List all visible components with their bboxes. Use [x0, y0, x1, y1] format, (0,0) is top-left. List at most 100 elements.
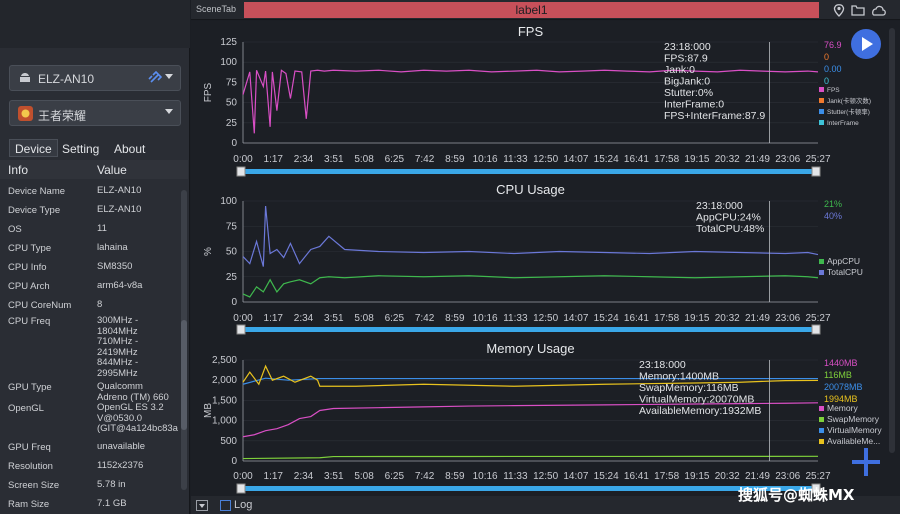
- y-tick-label: 1,000: [212, 416, 237, 427]
- tooltip-line: 23:18:000: [664, 41, 711, 53]
- x-tick-label: 16:41: [624, 471, 649, 482]
- collapse-button[interactable]: [196, 500, 208, 511]
- location-pin-icon[interactable]: [833, 4, 845, 17]
- info-key: Device Type: [8, 205, 61, 216]
- x-tick-label: 16:41: [624, 313, 649, 324]
- add-icon[interactable]: [852, 448, 880, 476]
- info-value-line: unavailable: [97, 441, 146, 452]
- device-dropdown-label: ELZ-AN10: [38, 72, 95, 86]
- chart-area: FPS 0 25 50 75 100 125 FPS 0:00 1:17 2:34 3:51 5:08 6…: [191, 21, 900, 496]
- x-tick-label: 5:08: [354, 471, 374, 482]
- x-tick-label: 11:33: [503, 471, 528, 482]
- x-tick-label: 1:17: [264, 471, 284, 482]
- info-value-line: Adreno (TM) 660: [97, 391, 169, 403]
- x-tick-label: 19:15: [684, 313, 709, 324]
- info-value: lahaina: [97, 242, 177, 254]
- scene-tab[interactable]: SceneTab: [196, 4, 237, 14]
- info-key: OS: [8, 224, 22, 235]
- x-tick-label: 23:06: [775, 154, 800, 165]
- legend-swatch: [819, 87, 824, 92]
- game-app-icon: [18, 106, 33, 121]
- info-value: arm64-v8a: [97, 280, 177, 292]
- x-tick-label: 3:51: [324, 313, 344, 324]
- series-line-virtualmemory: [242, 377, 818, 385]
- info-value-line: 11: [97, 223, 107, 234]
- series-line-appcpu: [242, 275, 819, 298]
- info-key: CPU Type: [8, 243, 52, 254]
- play-button[interactable]: [851, 29, 881, 59]
- legend-label: TotalCPU: [827, 267, 863, 277]
- info-value-line: 2995MHz: [97, 367, 138, 379]
- y-axis-label: FPS: [203, 82, 214, 102]
- app-dropdown[interactable]: 王者荣耀: [9, 100, 181, 126]
- y-tick-label: 25: [226, 118, 238, 129]
- info-value: 1152x2376: [97, 460, 177, 472]
- legend-label: Stutter(卡顿率): [827, 107, 870, 116]
- chart-title: FPS: [518, 24, 544, 39]
- series-line-fps: [242, 69, 819, 134]
- x-tick-label: 12:50: [533, 154, 558, 165]
- x-tick-label: 8:59: [445, 313, 465, 324]
- link-icon[interactable]: [148, 71, 162, 85]
- info-value-line: ELZ-AN10: [97, 204, 142, 215]
- info-value: 300MHz -1804MHz 710MHz -2419MHz 844MHz -29…: [97, 315, 177, 379]
- legend-label: AvailableMe...: [827, 436, 880, 446]
- sidebar-scrollbar-thumb[interactable]: [181, 320, 187, 430]
- main-scrollbar[interactable]: [889, 28, 895, 453]
- watermark: 搜狐号@蜘蛛MX: [738, 486, 855, 504]
- y-tick-label: 2,000: [212, 375, 237, 386]
- tab-setting[interactable]: Setting: [62, 142, 100, 156]
- legend-swatch: [819, 270, 824, 275]
- x-tick-label: 16:41: [624, 154, 649, 165]
- right-value: 1994MB: [824, 394, 858, 404]
- chevron-down-icon: [165, 109, 173, 114]
- x-tick-label: 11:33: [503, 154, 528, 165]
- x-tick-label: 25:27: [805, 154, 830, 165]
- info-key: Ram Size: [8, 499, 50, 510]
- info-value: 11: [97, 223, 177, 235]
- range-slider-track: [243, 486, 818, 491]
- column-header-info: Info: [8, 163, 29, 177]
- log-checkbox[interactable]: [220, 500, 231, 511]
- info-value-line: OpenGL ES 3.2: [97, 402, 164, 413]
- device-dropdown[interactable]: ELZ-AN10: [9, 65, 181, 91]
- y-tick-label: 0: [231, 456, 237, 467]
- range-slider-handle: [811, 324, 821, 335]
- right-value: 76.9: [824, 40, 842, 50]
- series-line-memory: [242, 402, 819, 438]
- info-value: SM8350: [97, 261, 177, 273]
- x-tick-label: 5:08: [354, 154, 374, 165]
- y-axis-label: MB: [203, 403, 214, 418]
- x-tick-label: 10:16: [473, 471, 498, 482]
- legend-label: FPS: [827, 87, 840, 94]
- tab-about[interactable]: About: [114, 142, 146, 156]
- folder-icon[interactable]: [851, 4, 865, 16]
- range-slider-handle: [236, 166, 246, 177]
- x-tick-label: 15:24: [594, 154, 619, 165]
- range-slider-track: [243, 169, 818, 174]
- x-tick-label: 20:32: [715, 313, 740, 324]
- tab-device[interactable]: Device: [9, 139, 58, 157]
- range-slider-track: [243, 327, 818, 332]
- x-tick-label: 21:49: [745, 471, 770, 482]
- info-key: Resolution: [8, 461, 53, 472]
- chart-1: CPU Usage 0 25 50 75 100% 0:00 1:17 2:34 3:51 5:08…: [203, 182, 863, 335]
- legend-swatch: [819, 259, 824, 264]
- x-tick-label: 15:24: [594, 471, 619, 482]
- legend-swatch: [819, 439, 824, 444]
- x-tick-label: 21:49: [745, 154, 770, 165]
- info-value: OpenGL ES 3.2 V@0530.0 (GIT@4a124bc83a: [97, 402, 178, 435]
- chart-title: CPU Usage: [496, 182, 565, 197]
- tooltip-line: 23:18:000: [639, 359, 686, 371]
- bottom-bar: Log: [191, 496, 900, 514]
- x-tick-label: 2:34: [294, 154, 314, 165]
- x-tick-label: 0:00: [233, 313, 253, 324]
- x-tick-label: 20:32: [715, 154, 740, 165]
- y-tick-label: 0: [231, 297, 237, 308]
- x-tick-label: 7:42: [415, 471, 435, 482]
- right-value: 20078MB: [824, 382, 863, 392]
- info-value-line: V@0530.0: [97, 412, 143, 424]
- log-label: Log: [234, 499, 253, 511]
- cloud-icon[interactable]: [871, 4, 886, 16]
